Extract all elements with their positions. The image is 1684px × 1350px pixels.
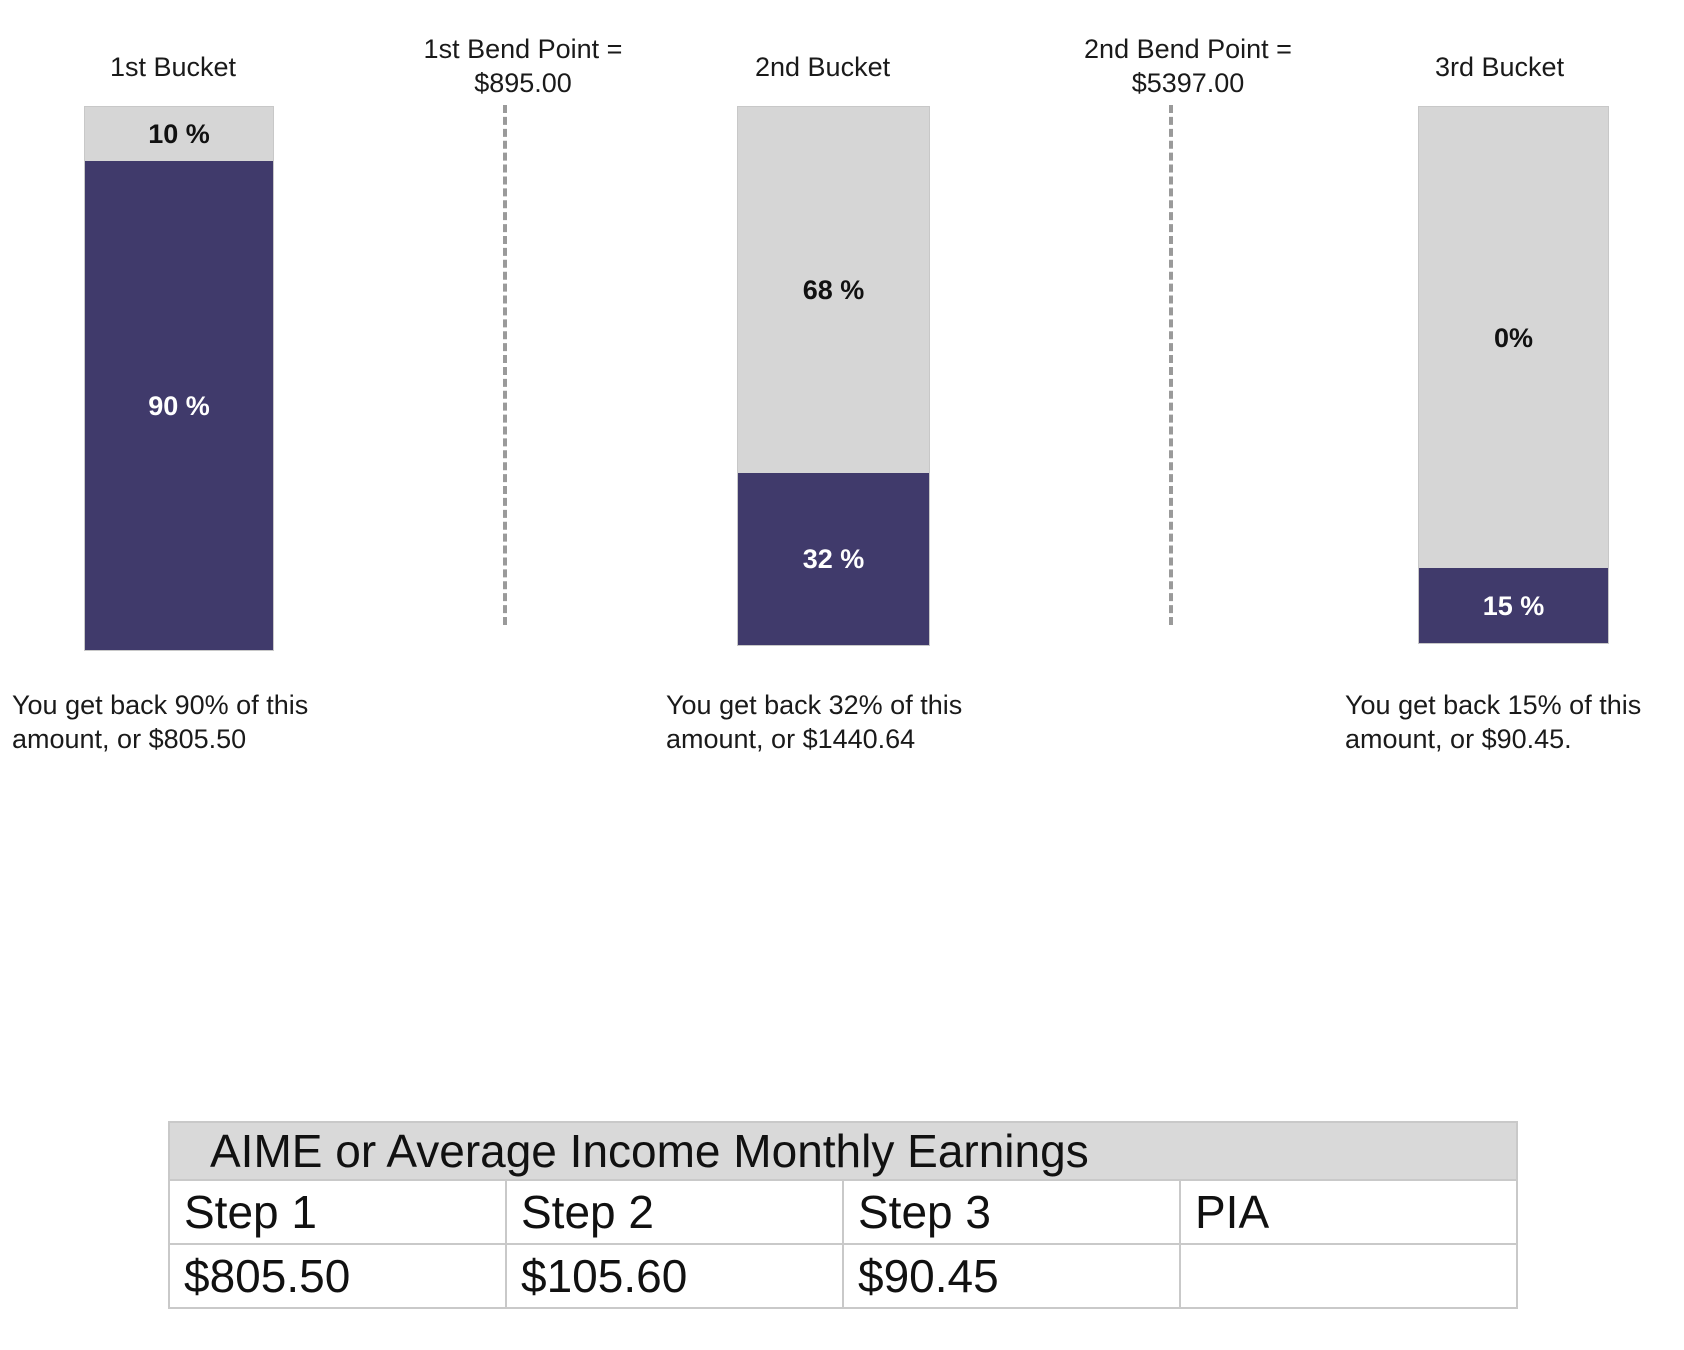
bend-point-1-line1: 1st Bend Point =	[423, 34, 623, 64]
bucket-3-caption: You get back 15% of this amount, or $90.…	[1345, 688, 1641, 756]
bucket-2-bar: 68 % 32 %	[737, 106, 930, 646]
bucket-1-kept-label: 90 %	[148, 390, 210, 421]
aime-table: AIME or Average Income Monthly Earnings …	[168, 1121, 1518, 1309]
bucket-1-rest-label: 10 %	[148, 119, 210, 149]
bucket-3-title: 3rd Bucket	[1435, 52, 1565, 82]
bend-point-1-divider	[503, 105, 507, 625]
aime-pia-value[interactable]	[1179, 1243, 1518, 1309]
bucket-2-caption-line2: amount, or $1440.64	[666, 724, 916, 754]
bucket-2-caption: You get back 32% of this amount, or $144…	[666, 688, 962, 756]
bend-point-2-value: $5397.00	[1131, 68, 1245, 98]
bucket-3-caption-line2: amount, or $90.45.	[1345, 724, 1572, 754]
bucket-2-rest-label: 68 %	[802, 275, 865, 305]
bend-point-1-value: $895.00	[474, 68, 572, 98]
bucket-1-caption-line1: You get back 90% of this	[12, 690, 309, 720]
bucket-1-caption: You get back 90% of this amount, or $805…	[12, 688, 308, 756]
bucket-1-title: 1st Bucket	[110, 52, 237, 82]
bucket-2-title: 2nd Bucket	[755, 52, 891, 82]
bucket-1-caption-line2: amount, or $805.50	[12, 724, 247, 754]
aime-step-2-value[interactable]: $105.60	[505, 1243, 844, 1309]
bucket-2-kept-label: 32 %	[802, 544, 865, 574]
aime-step-2-header: Step 2	[505, 1179, 844, 1245]
aime-pia-header: PIA	[1179, 1179, 1518, 1245]
aime-step-1-header: Step 1	[168, 1179, 507, 1245]
aime-table-value-row: $805.50 $105.60 $90.45	[168, 1243, 1518, 1309]
bucket-2-kept-segment	[738, 473, 929, 645]
bucket-3-kept-label: 15 %	[1482, 590, 1545, 621]
bucket-3-caption-line1: You get back 15% of this	[1345, 690, 1642, 720]
bucket-2-caption-line1: You get back 32% of this	[666, 690, 963, 720]
bend-point-2-divider	[1169, 105, 1173, 625]
bend-point-2-label: 2nd Bend Point = $5397.00	[1068, 32, 1308, 100]
bucket-1-bar: 10 % 90 %	[84, 106, 274, 651]
bucket-1-kept-segment	[85, 161, 273, 650]
aime-table-title: AIME or Average Income Monthly Earnings	[168, 1121, 1518, 1181]
aime-step-3-value[interactable]: $90.45	[842, 1243, 1181, 1309]
bucket-3-kept-segment	[1419, 568, 1608, 643]
bend-point-1-label: 1st Bend Point = $895.00	[408, 32, 638, 100]
aime-step-1-value[interactable]: $805.50	[168, 1243, 507, 1309]
bucket-3-bar: 0% 15 %	[1418, 106, 1609, 644]
aime-step-3-header: Step 3	[842, 1179, 1181, 1245]
aime-table-header-row: Step 1 Step 2 Step 3 PIA	[168, 1179, 1518, 1245]
bucket-3-rest-label: 0%	[1493, 322, 1534, 353]
bend-point-2-line1: 2nd Bend Point =	[1084, 34, 1292, 64]
